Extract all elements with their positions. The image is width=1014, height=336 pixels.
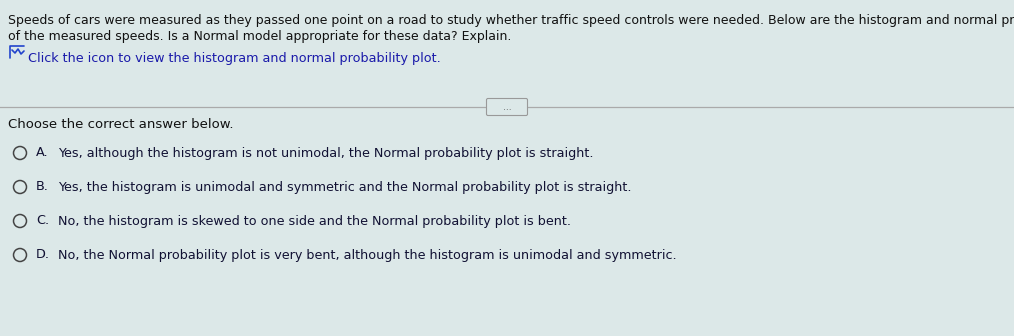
Text: B.: B. <box>37 180 49 194</box>
Text: D.: D. <box>37 249 50 261</box>
Text: Yes, the histogram is unimodal and symmetric and the Normal probability plot is : Yes, the histogram is unimodal and symme… <box>58 180 632 194</box>
Text: No, the Normal probability plot is very bent, although the histogram is unimodal: No, the Normal probability plot is very … <box>58 249 676 261</box>
Text: of the measured speeds. Is a Normal model appropriate for these data? Explain.: of the measured speeds. Is a Normal mode… <box>8 30 511 43</box>
Text: A.: A. <box>37 146 49 160</box>
Text: Yes, although the histogram is not unimodal, the Normal probability plot is stra: Yes, although the histogram is not unimo… <box>58 146 593 160</box>
Text: ...: ... <box>503 102 511 112</box>
Text: No, the histogram is skewed to one side and the Normal probability plot is bent.: No, the histogram is skewed to one side … <box>58 214 571 227</box>
FancyBboxPatch shape <box>487 98 527 116</box>
Text: C.: C. <box>37 214 49 227</box>
Text: Click the icon to view the histogram and normal probability plot.: Click the icon to view the histogram and… <box>28 52 441 65</box>
Text: Choose the correct answer below.: Choose the correct answer below. <box>8 118 233 131</box>
Text: Speeds of cars were measured as they passed one point on a road to study whether: Speeds of cars were measured as they pas… <box>8 14 1014 27</box>
